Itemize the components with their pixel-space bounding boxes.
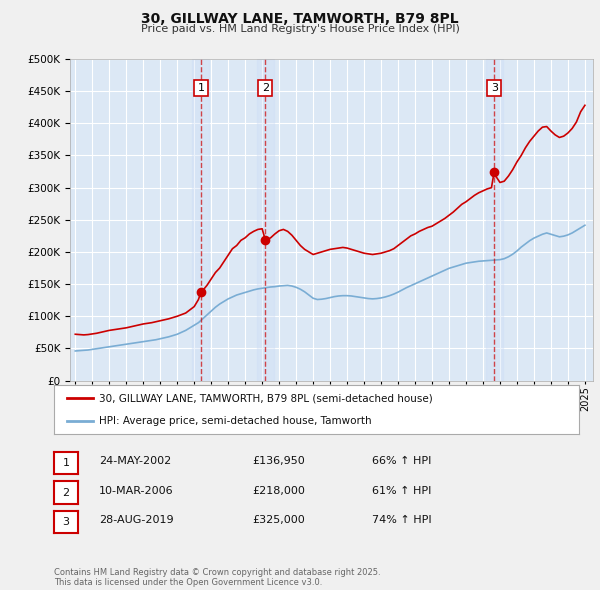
Text: 1: 1 [62, 458, 70, 468]
Bar [257, 59, 274, 381]
Text: 30, GILLWAY LANE, TAMWORTH, B79 8PL (semi-detached house): 30, GILLWAY LANE, TAMWORTH, B79 8PL (sem… [98, 394, 433, 404]
Text: 61% ↑ HPI: 61% ↑ HPI [372, 486, 431, 496]
Text: 2: 2 [62, 488, 70, 497]
Text: 28-AUG-2019: 28-AUG-2019 [99, 516, 173, 525]
Text: Contains HM Land Registry data © Crown copyright and database right 2025.
This d: Contains HM Land Registry data © Crown c… [54, 568, 380, 587]
Text: 66% ↑ HPI: 66% ↑ HPI [372, 457, 431, 466]
Text: £218,000: £218,000 [252, 486, 305, 496]
Text: 24-MAY-2002: 24-MAY-2002 [99, 457, 171, 466]
Text: 2: 2 [262, 83, 269, 93]
Text: 30, GILLWAY LANE, TAMWORTH, B79 8PL: 30, GILLWAY LANE, TAMWORTH, B79 8PL [141, 12, 459, 26]
Text: Price paid vs. HM Land Registry's House Price Index (HPI): Price paid vs. HM Land Registry's House … [140, 24, 460, 34]
Text: HPI: Average price, semi-detached house, Tamworth: HPI: Average price, semi-detached house,… [98, 417, 371, 427]
Text: 74% ↑ HPI: 74% ↑ HPI [372, 516, 431, 525]
Text: £136,950: £136,950 [252, 457, 305, 466]
Bar [486, 59, 503, 381]
Bar [193, 59, 209, 381]
Text: 3: 3 [62, 517, 70, 527]
Text: 1: 1 [197, 83, 205, 93]
Text: 10-MAR-2006: 10-MAR-2006 [99, 486, 173, 496]
Text: £325,000: £325,000 [252, 516, 305, 525]
Text: 3: 3 [491, 83, 497, 93]
